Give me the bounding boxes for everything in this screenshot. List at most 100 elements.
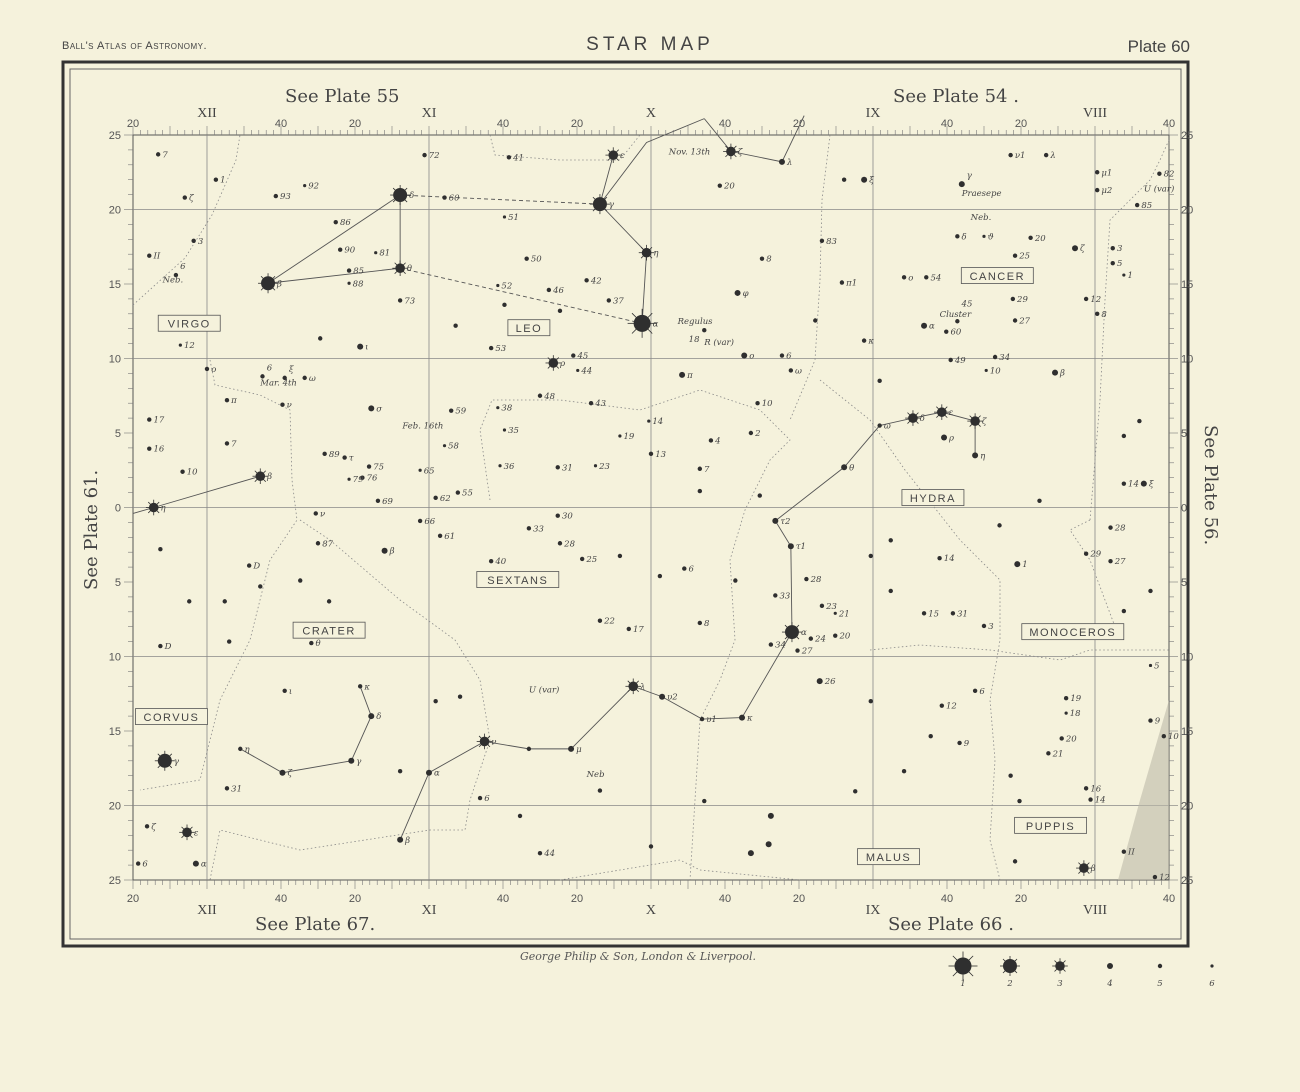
star-mag-5: [309, 640, 314, 646]
star-mag-5: [147, 446, 152, 451]
star-mag-5: [204, 366, 210, 372]
star-mag-5: [1012, 859, 1018, 864]
star-mag-6: [496, 283, 500, 288]
star-label: ζ: [982, 417, 988, 427]
star-label: 85: [353, 267, 364, 277]
star-label: 3: [198, 237, 203, 247]
star-mag-5: [819, 238, 825, 243]
star-mag-5: [158, 643, 163, 649]
legend-star-mag-3: [1055, 961, 1065, 971]
ra-hour-label-bottom: XI: [422, 903, 437, 918]
star-mag-1: [633, 314, 651, 332]
star-label: τ2: [780, 517, 790, 527]
star-mag-5: [584, 278, 589, 283]
map-annotation: R (var): [703, 337, 734, 348]
star-label: 9: [964, 739, 970, 749]
star-label: ξ: [869, 176, 875, 186]
ra-minute-label-bottom: 40: [275, 893, 287, 905]
star-label: α: [201, 860, 207, 870]
star-label: 75: [373, 463, 384, 473]
star-label: υ1: [706, 715, 717, 725]
star-label: 42: [590, 276, 602, 286]
star-mag-4: [397, 836, 404, 843]
dec-label-left: 10: [109, 354, 121, 366]
star-mag-5: [337, 247, 343, 252]
ra-hour-label-bottom: IX: [866, 903, 881, 918]
star-mag-5: [861, 338, 867, 343]
star-label: 87: [322, 539, 333, 549]
constellation-name: CANCER: [970, 271, 1025, 283]
constellation-name: HYDRA: [910, 493, 956, 505]
star-mag-5: [759, 256, 765, 261]
star-label: 15: [928, 609, 939, 619]
annotations: Regulus Nov. 13th Feb. 16th Mar. 4th Praesep…: [162, 147, 1175, 780]
star-mag-5: [315, 541, 321, 546]
page-title: STAR MAP: [586, 34, 714, 55]
star-mag-5: [1012, 253, 1018, 258]
legend-star-mag-4: [1107, 963, 1113, 969]
star-mag-5: [697, 488, 703, 494]
star-mag-6: [618, 434, 622, 438]
star-label: 14: [1095, 796, 1106, 806]
star-mag-3: [608, 150, 619, 160]
star-label: 9: [1155, 717, 1161, 727]
star-label: θ: [316, 639, 321, 649]
star-label: 54: [930, 273, 941, 283]
star-label: 44: [543, 849, 555, 859]
map-annotation: Neb.: [162, 276, 184, 286]
constellation-boundary: [869, 644, 1169, 661]
star-label: 27: [1114, 557, 1126, 567]
star-mag-5: [224, 441, 230, 446]
star-label: 44: [580, 366, 592, 376]
star-label: 1: [220, 176, 225, 186]
star-mag-5: [955, 319, 960, 324]
star-mag-5: [1037, 498, 1042, 503]
constellation-line: [400, 267, 643, 324]
star-mag-5: [453, 323, 458, 328]
star-mag-5: [682, 566, 687, 571]
star-mag-5: [877, 378, 882, 384]
star-label: 20: [838, 632, 850, 642]
star-label: 50: [531, 255, 542, 265]
star-label: 86: [340, 218, 351, 228]
star-label: ε: [949, 408, 954, 418]
star-label: ο: [749, 352, 754, 362]
constellation-label-box: [292, 621, 366, 639]
ra-minute-label-bottom: 40: [497, 893, 509, 905]
star-mag-4: [1140, 480, 1147, 487]
star-label: 89: [329, 450, 340, 460]
star-label: 29: [1089, 550, 1101, 560]
star-label: 76: [367, 474, 378, 484]
star-label: 82: [1164, 170, 1175, 180]
star-mag-6: [1122, 273, 1126, 277]
see-plate-56: See Plate 56.: [1200, 425, 1221, 545]
star-label: α: [434, 769, 440, 779]
star-mag-5: [180, 469, 185, 474]
star-mag-4: [1052, 369, 1059, 376]
star-label: 6: [484, 794, 490, 804]
star-label: 31: [562, 463, 573, 473]
constellation-line: [599, 118, 705, 205]
star-mag-6: [593, 464, 598, 468]
legend-star-mag-5: [1157, 963, 1163, 969]
star-label: 53: [495, 344, 506, 354]
star-mag-5: [939, 703, 945, 708]
star-label: ν: [491, 737, 496, 747]
star-label: ν: [287, 401, 292, 411]
star-mag-5: [1008, 152, 1013, 158]
star-label: 25: [585, 555, 597, 565]
star-label: 25: [1018, 252, 1030, 262]
star-mag-5: [808, 636, 814, 641]
star-label: 33: [780, 591, 791, 601]
dec-label-right: 5: [1181, 577, 1187, 589]
star-label: θ: [849, 463, 854, 473]
ra-minute-label-bottom: 20: [1015, 893, 1027, 905]
constellation-boundary: [209, 519, 491, 881]
star-label: 19: [624, 432, 635, 442]
star-label: η: [161, 504, 167, 514]
star-mag-5: [517, 813, 523, 819]
milky-way-shading: [1118, 700, 1169, 880]
star-mag-5: [1121, 481, 1127, 486]
star-mag-6: [1148, 663, 1153, 668]
